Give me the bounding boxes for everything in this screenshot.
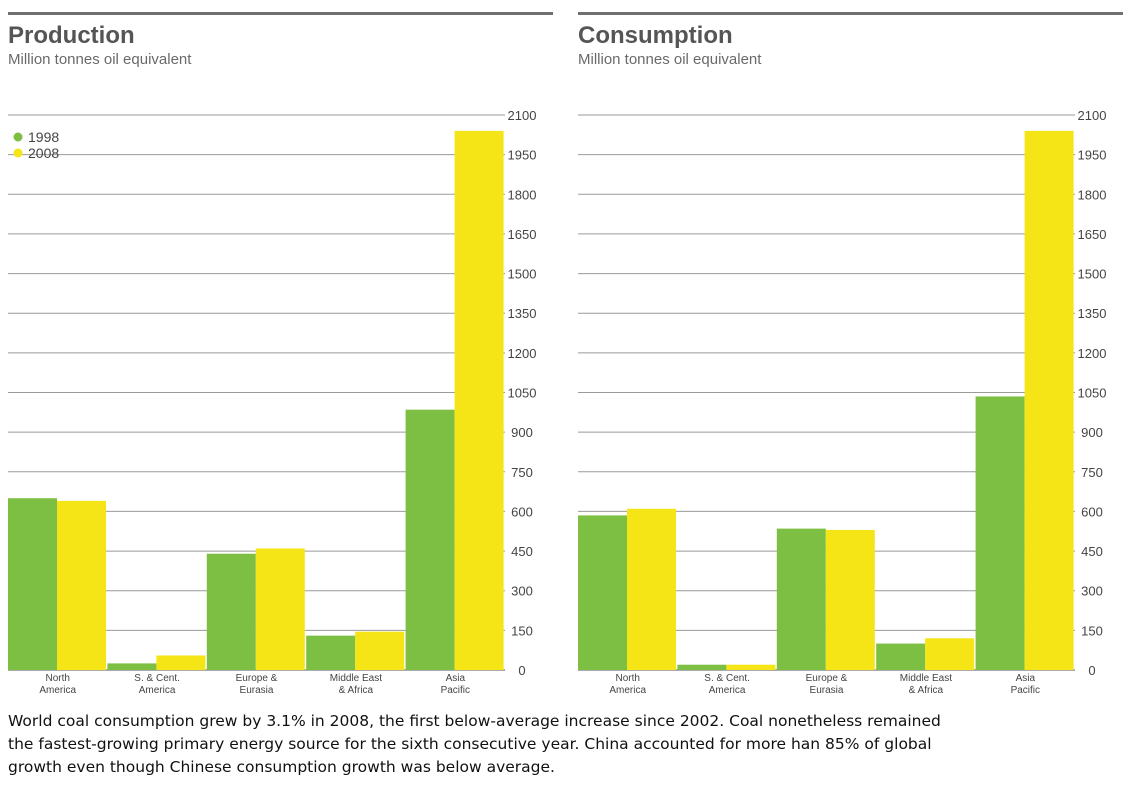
y-tick-label: 900 <box>1081 425 1103 440</box>
x-tick-label: & Africa <box>339 685 374 696</box>
chart-subtitle: Million tonnes oil equivalent <box>578 51 762 68</box>
y-tick-label: 1200 <box>1078 346 1107 361</box>
y-tick-label: 300 <box>511 584 533 599</box>
bar-2008-4 <box>454 130 504 670</box>
bar-2008-3 <box>925 638 975 670</box>
x-tick-label: North <box>45 673 69 684</box>
y-tick-label: 600 <box>511 504 533 519</box>
x-tick-label: Middle East <box>900 673 952 684</box>
bar-1998-4 <box>975 396 1025 670</box>
x-tick-label: S. & Cent. <box>134 673 180 684</box>
legend-swatch-1998 <box>13 132 23 142</box>
y-tick-label: 150 <box>511 623 533 638</box>
bar-1998-0 <box>578 515 627 670</box>
x-tick-label: Eurasia <box>810 685 844 696</box>
y-tick-label: 450 <box>1081 544 1103 559</box>
y-tick-label: 2100 <box>508 108 537 123</box>
x-tick-label: Asia <box>446 673 466 684</box>
bar-2008-2 <box>255 548 305 670</box>
caption-line: the fastest-growing primary energy sourc… <box>8 735 932 753</box>
legend-swatch-2008 <box>13 148 23 158</box>
bar-1998-0 <box>8 498 57 670</box>
bar-2008-0 <box>57 500 106 670</box>
x-tick-label: Europe & <box>806 673 848 684</box>
bar-2008-1 <box>726 664 776 670</box>
bar-2008-3 <box>355 631 405 670</box>
x-tick-label: America <box>709 685 746 696</box>
y-tick-label: 0 <box>518 663 525 678</box>
y-tick-label: 1050 <box>1078 386 1107 401</box>
legend-label: 2008 <box>28 145 59 161</box>
y-tick-label: 0 <box>1088 663 1095 678</box>
y-tick-label: 1200 <box>508 346 537 361</box>
caption-line: growth even though Chinese consumption g… <box>8 758 555 776</box>
y-tick-label: 900 <box>511 425 533 440</box>
legend-label: 1998 <box>28 129 59 145</box>
chart-caption: World coal consumption grew by 3.1% in 2… <box>8 710 1118 779</box>
y-tick-label: 1500 <box>1078 267 1107 282</box>
y-tick-label: 1650 <box>508 227 537 242</box>
y-tick-label: 150 <box>1081 623 1103 638</box>
y-tick-label: 1650 <box>1078 227 1107 242</box>
y-tick-label: 1800 <box>508 187 537 202</box>
x-tick-label: America <box>139 685 176 696</box>
y-tick-label: 300 <box>1081 584 1103 599</box>
consumption-panel: Consumption Million tonnes oil equivalen… <box>578 12 1123 69</box>
x-tick-label: Pacific <box>441 685 470 696</box>
bar-2008-4 <box>1024 130 1074 670</box>
chart-subtitle: Million tonnes oil equivalent <box>8 51 192 68</box>
chart-title: Production <box>8 22 135 49</box>
y-tick-label: 1350 <box>508 306 537 321</box>
production-panel: Production Million tonnes oil equivalent <box>8 12 553 69</box>
x-tick-label: Pacific <box>1011 685 1040 696</box>
x-tick-label: & Africa <box>909 685 944 696</box>
y-tick-label: 600 <box>1081 504 1103 519</box>
bar-1998-2 <box>206 553 256 670</box>
panel-top-rule <box>578 12 1123 15</box>
caption-line: World coal consumption grew by 3.1% in 2… <box>8 712 941 730</box>
chart-title: Consumption <box>578 22 733 49</box>
bar-charts: 0150300450600750900105012001350150016501… <box>8 108 1107 696</box>
bar-2008-1 <box>156 655 206 670</box>
x-tick-label: Asia <box>1016 673 1036 684</box>
y-tick-label: 1950 <box>1078 148 1107 163</box>
bar-1998-1 <box>677 664 727 670</box>
x-tick-label: S. & Cent. <box>704 673 750 684</box>
y-tick-label: 1950 <box>508 148 537 163</box>
bar-1998-3 <box>306 635 356 670</box>
panel-top-rule <box>8 12 553 15</box>
y-tick-label: 1050 <box>508 386 537 401</box>
bar-2008-0 <box>627 508 676 670</box>
x-tick-label: Middle East <box>330 673 382 684</box>
x-tick-label: America <box>39 685 76 696</box>
y-tick-label: 1350 <box>1078 306 1107 321</box>
bar-1998-2 <box>776 528 826 670</box>
bar-2008-2 <box>825 529 875 670</box>
y-tick-label: 1500 <box>508 267 537 282</box>
y-tick-label: 2100 <box>1078 108 1107 123</box>
x-tick-label: North <box>615 673 639 684</box>
x-tick-label: Europe & <box>236 673 278 684</box>
bar-1998-3 <box>876 643 926 670</box>
x-tick-label: Eurasia <box>240 685 274 696</box>
y-tick-label: 1800 <box>1078 187 1107 202</box>
y-tick-label: 450 <box>511 544 533 559</box>
x-tick-label: America <box>609 685 646 696</box>
bar-1998-1 <box>107 663 157 670</box>
y-tick-label: 750 <box>1081 465 1103 480</box>
y-tick-label: 750 <box>511 465 533 480</box>
bar-1998-4 <box>405 409 455 670</box>
